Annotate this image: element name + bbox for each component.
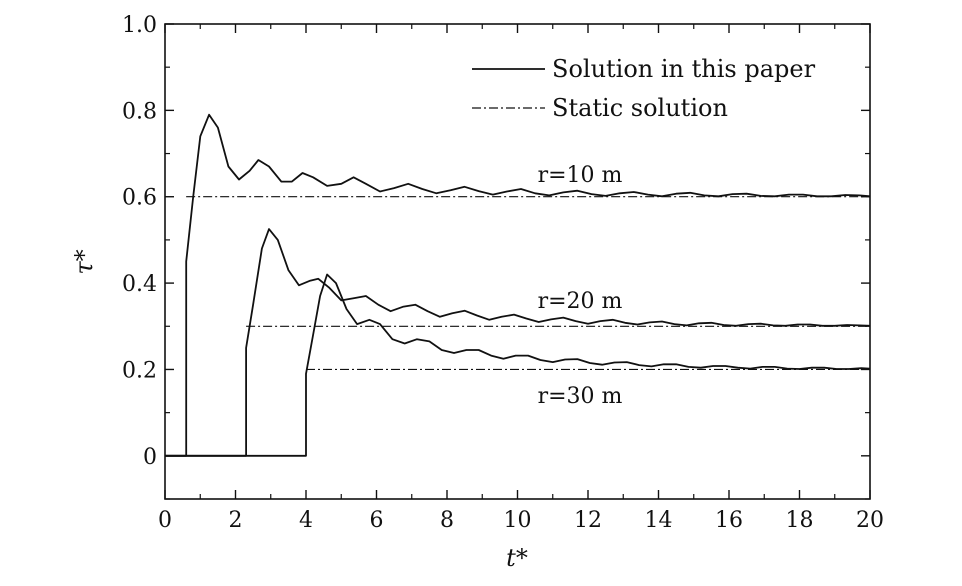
x-tick-label: 16 [715, 508, 743, 533]
x-tick-label: 2 [229, 508, 243, 533]
series-annotation: r=30 m [538, 384, 623, 409]
series-line [165, 273, 871, 457]
y-axis-label: τ* [70, 249, 98, 274]
y-tick-label: 0.8 [122, 99, 157, 124]
series-annotations: r=10 m r=20 m r=30 m [538, 163, 623, 409]
x-tick-label: 18 [786, 508, 814, 533]
x-tick-label: 6 [370, 508, 384, 533]
series-annotation: r=10 m [538, 163, 623, 188]
axis-ticks: 0 2 4 6 8 10 12 14 16 18 20 0 0.2 0.4 0.6 0.8 1.0 [122, 13, 884, 533]
x-tick-label: 0 [158, 508, 172, 533]
series-line [165, 113, 871, 457]
y-tick-label: 0.6 [122, 186, 157, 211]
x-tick-label: 20 [856, 508, 884, 533]
x-axis-label: t* [506, 544, 528, 572]
legend-label-solution: Solution in this paper [552, 55, 816, 83]
x-tick-label: 10 [504, 508, 532, 533]
y-tick-label: 0.2 [122, 358, 157, 383]
x-tick-label: 8 [440, 508, 454, 533]
series-lines [165, 113, 871, 457]
y-tick-label: 0.4 [122, 272, 157, 297]
x-tick-label: 4 [299, 508, 313, 533]
plot-frame [164, 23, 871, 500]
series-annotation: r=20 m [538, 289, 623, 314]
x-tick-label: 14 [645, 508, 673, 533]
series-line [165, 228, 871, 457]
legend: Solution in this paper Static solution [472, 55, 816, 122]
x-tick-label: 12 [574, 508, 602, 533]
legend-label-static: Static solution [552, 94, 728, 122]
static-lines [186, 196, 870, 371]
y-tick-label: 0 [143, 445, 157, 470]
y-tick-label: 1.0 [122, 13, 157, 38]
